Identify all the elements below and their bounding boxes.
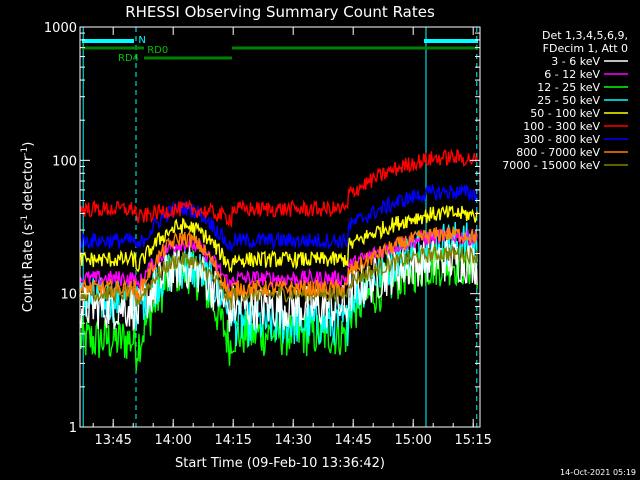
rd4-label: RD4 [118, 53, 139, 64]
x-axis-label: Start Time (09-Feb-10 13:36:42) [175, 456, 385, 471]
legend: Det 1,3,4,5,6,9, FDecim 1, Att 0 3 - 6 k… [502, 29, 628, 172]
x-tick-label: 15:00 [394, 433, 431, 448]
chart-title: RHESSI Observing Summary Count Rates [125, 3, 435, 21]
legend-label: 50 - 100 keV [530, 107, 600, 120]
series-line-8 [79, 245, 478, 310]
generation-timestamp: 14-Oct-2021 05:19 [560, 468, 636, 477]
series-line-6 [79, 183, 478, 252]
x-axis: 13:45 14:00 14:15 14:30 14:45 15:00 15:15 [92, 27, 492, 448]
legend-label: 12 - 25 keV [537, 81, 600, 94]
y-axis-label-main: Count Rate (s [21, 224, 36, 313]
legend-label: 6 - 12 keV [544, 68, 600, 81]
saa-label: N [138, 35, 145, 46]
legend-label: 100 - 300 keV [523, 120, 600, 133]
y-tick-label: 1000 [44, 21, 77, 36]
x-tick-label: 14:45 [334, 433, 371, 448]
legend-label: 25 - 50 keV [537, 94, 600, 107]
y-tick-label: 1 [69, 421, 77, 436]
y-axis: 1 10 100 1000 [44, 21, 480, 436]
y-axis-label-sup2: -1 [20, 147, 30, 156]
series-line-2 [79, 242, 478, 372]
x-tick-label: 13:45 [94, 433, 131, 448]
y-axis-label: Count Rate (s-1 detector-1) [20, 142, 36, 313]
y-tick-label: 100 [52, 154, 77, 169]
series-line-4 [79, 205, 478, 274]
y-axis-label-mid: detector [21, 155, 36, 215]
y-axis-label-end: ) [21, 142, 36, 147]
legend-header-line-2: FDecim 1, Att 0 [543, 42, 628, 55]
y-tick-label: 10 [60, 288, 77, 303]
rd0-label: RD0 [147, 45, 168, 56]
legend-label: 7000 - 15000 keV [502, 159, 600, 172]
legend-label: 800 - 7000 keV [516, 146, 600, 159]
x-tick-label: 14:00 [154, 433, 191, 448]
series-line-7 [79, 226, 478, 301]
x-tick-label: 15:15 [454, 433, 491, 448]
series-line-5 [79, 148, 478, 229]
legend-header-line-1: Det 1,3,4,5,6,9, [542, 29, 628, 42]
y-axis-label-sup1: -1 [20, 215, 30, 224]
x-tick-label: 14:15 [214, 433, 251, 448]
legend-label: 3 - 6 keV [551, 55, 600, 68]
plot-frame [79, 26, 481, 428]
legend-label: 300 - 800 keV [523, 133, 600, 146]
x-tick-label: 14:30 [274, 433, 311, 448]
